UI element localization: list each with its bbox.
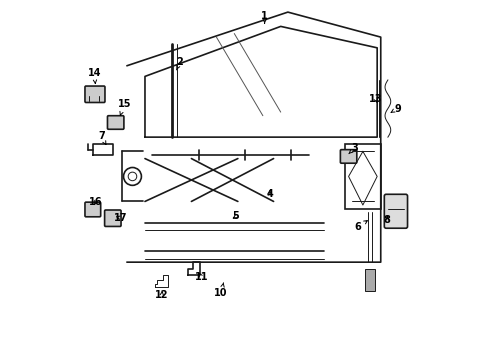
FancyBboxPatch shape [85,202,100,217]
Text: 16: 16 [89,197,102,207]
FancyBboxPatch shape [104,210,121,226]
Polygon shape [365,269,375,291]
Text: 12: 12 [155,290,169,300]
Text: 10: 10 [214,283,228,298]
Text: 7: 7 [98,131,106,145]
FancyBboxPatch shape [384,194,408,228]
Text: 11: 11 [195,272,208,282]
Text: 1: 1 [261,11,268,23]
Text: 17: 17 [114,213,127,223]
Text: 13: 13 [368,94,382,104]
FancyBboxPatch shape [85,86,105,103]
Text: 9: 9 [391,104,401,113]
Text: 3: 3 [349,143,358,154]
FancyBboxPatch shape [341,150,357,163]
Text: 5: 5 [233,211,240,221]
FancyBboxPatch shape [107,116,124,129]
Text: 14: 14 [88,68,101,84]
Text: 8: 8 [384,215,391,225]
Text: 4: 4 [267,189,273,199]
Text: 15: 15 [118,99,131,115]
Text: 2: 2 [176,57,183,70]
Text: 6: 6 [354,221,368,232]
